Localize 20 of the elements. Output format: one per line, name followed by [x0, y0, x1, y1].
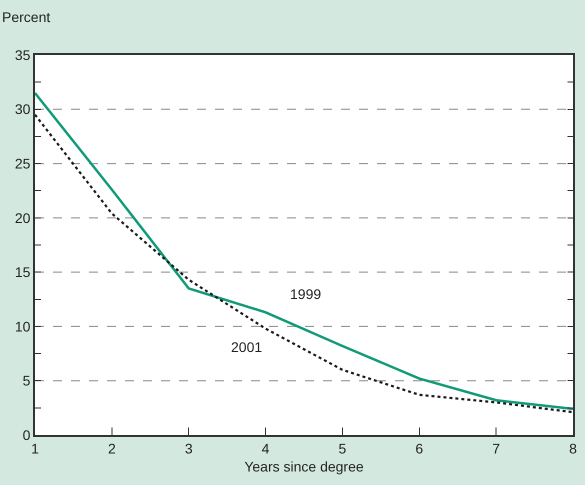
x-tick-label: 2	[108, 440, 116, 457]
y-axis-title: Percent	[2, 9, 50, 25]
y-tick-label: 15	[14, 264, 31, 280]
x-tick-label: 7	[492, 440, 500, 457]
series-label: 2001	[231, 339, 262, 355]
y-tick-label: 10	[14, 318, 31, 334]
y-tick-label: 5	[22, 372, 31, 389]
y-tick-label: 20	[14, 210, 31, 226]
x-tick-label: 1	[31, 440, 40, 457]
y-tick-label: 35	[14, 46, 31, 63]
y-tick-label: 0	[22, 426, 31, 443]
y-tick-label: 30	[14, 101, 31, 118]
x-tick-label: 3	[184, 440, 193, 457]
x-tick-label: 6	[415, 440, 424, 457]
x-tick-label: 8	[569, 440, 578, 457]
x-axis-title: Years since degree	[244, 458, 364, 474]
y-tick-label: 25	[14, 155, 31, 172]
x-tick-label: 5	[338, 440, 347, 457]
x-tick-label: 4	[262, 440, 270, 457]
series-label: 1999	[290, 286, 322, 302]
